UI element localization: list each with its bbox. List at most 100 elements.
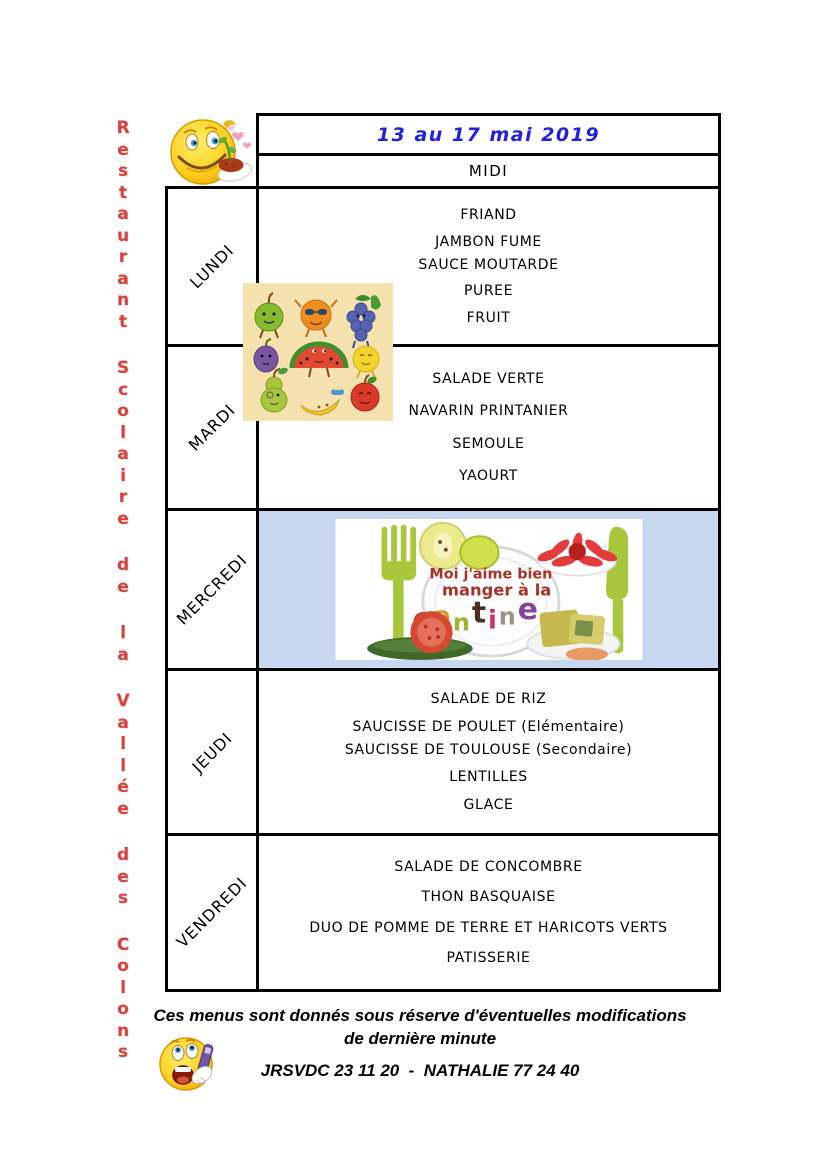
vertical-letter: l bbox=[120, 977, 126, 998]
vertical-letter: d bbox=[116, 845, 130, 865]
menu-item: SEMOULE bbox=[452, 435, 525, 452]
vertical-letter: r bbox=[118, 487, 128, 507]
vertical-letter: t bbox=[118, 311, 128, 332]
vertical-letter: c bbox=[117, 379, 129, 400]
cantine-text-line1: Moi j'aime bien bbox=[429, 566, 552, 582]
menu-course-group: SEMOULE bbox=[453, 436, 525, 452]
table-border-line bbox=[165, 508, 721, 511]
menu-course-group: DUO DE POMME DE TERRE ET HARICOTS VERTS bbox=[309, 920, 667, 936]
menu-course-group: GLACE bbox=[464, 797, 514, 813]
vertical-letter: i bbox=[120, 465, 126, 486]
vertical-letter: n bbox=[116, 290, 130, 310]
menu-item: FRIAND bbox=[460, 207, 517, 224]
menu-item: SALADE DE RIZ bbox=[430, 690, 547, 707]
menu-item: SAUCISSE DE TOULOUSE (Secondaire) bbox=[344, 741, 633, 758]
day-label: VENDREDI bbox=[172, 873, 252, 952]
cantine-letter: i bbox=[488, 605, 499, 635]
vertical-letter: a bbox=[117, 712, 129, 733]
vertical-letter: l bbox=[120, 623, 126, 643]
menu-item: LENTILLES bbox=[449, 769, 528, 786]
table-border-line bbox=[165, 186, 721, 189]
menu-item: PATISSERIE bbox=[446, 950, 531, 967]
cantine-text-line2: manger à la bbox=[442, 581, 551, 600]
menu-course-group: SALADE DE CONCOMBRE bbox=[394, 859, 582, 875]
menu-item: SALADE VERTE bbox=[432, 371, 545, 388]
vertical-letter: e bbox=[117, 798, 129, 819]
disclaimer-line1: Ces menus sont donnés sous réserve d'éve… bbox=[153, 1006, 687, 1025]
cartoon-fruits-image bbox=[243, 283, 393, 421]
table-border-line bbox=[165, 833, 721, 836]
vertical-letter: o bbox=[117, 401, 129, 421]
menu-item: YAOURT bbox=[459, 467, 518, 484]
menu-cell-jeudi: SALADE DE RIZ SAUCISSE DE POULET (Elément… bbox=[259, 671, 718, 833]
menu-item: SAUCE MOUTARDE bbox=[418, 256, 559, 273]
day-label: LUNDI bbox=[186, 240, 238, 293]
menu-course-group: NAVARIN PRINTANIER bbox=[409, 403, 569, 419]
menu-course-group: LENTILLES bbox=[449, 769, 528, 785]
vertical-letter: a bbox=[117, 268, 129, 289]
vertical-letter: o bbox=[117, 999, 129, 1019]
day-label: MARDI bbox=[184, 400, 240, 455]
table-border-line bbox=[165, 186, 168, 992]
cantine-letter: e bbox=[517, 592, 539, 627]
menu-cell-mercredi: Moi j'aime bien manger à la cantine bbox=[259, 511, 718, 668]
vertical-letter: R bbox=[116, 118, 130, 138]
vertical-letter: s bbox=[117, 161, 129, 181]
cantine-plate-image: Moi j'aime bien manger à la cantine bbox=[335, 519, 642, 660]
vertical-letter: n bbox=[116, 1020, 130, 1041]
day-cell-mercredi: MERCREDI bbox=[168, 511, 256, 668]
week-title: 13 au 17 mai 2019 bbox=[376, 123, 601, 146]
vertical-letter: l bbox=[120, 755, 126, 776]
vertical-letter: s bbox=[117, 888, 129, 908]
cantine-letter: n bbox=[498, 603, 517, 631]
vertical-letter: r bbox=[118, 247, 128, 267]
vertical-letter: e bbox=[117, 866, 129, 887]
menu-course-group: SALADE VERTE bbox=[432, 371, 544, 387]
menu-course-group: FRUIT bbox=[467, 310, 511, 326]
menu-cell-vendredi: SALADE DE CONCOMBRE THON BASQUAISE DUO DE … bbox=[259, 836, 718, 989]
vertical-letter: é bbox=[117, 777, 129, 797]
table-border-line bbox=[256, 113, 259, 992]
vertical-letter: s bbox=[117, 1042, 129, 1062]
disclaimer-line2: de dernière minute bbox=[343, 1029, 497, 1048]
vertical-letter: l bbox=[120, 422, 126, 443]
menu-item: SALADE DE CONCOMBRE bbox=[394, 858, 583, 875]
vertical-letter: C bbox=[116, 934, 130, 955]
smiley-flower-icon bbox=[167, 114, 257, 188]
menu-item: THON BASQUAISE bbox=[421, 889, 556, 906]
menu-item: GLACE bbox=[463, 797, 514, 814]
vertical-letter: l bbox=[120, 734, 126, 754]
smiley-phone-icon bbox=[158, 1032, 222, 1094]
menu-item: NAVARIN PRINTANIER bbox=[408, 403, 569, 420]
table-border-line bbox=[256, 113, 721, 116]
vertical-letter: a bbox=[117, 644, 129, 665]
midi-header: MIDI bbox=[468, 162, 509, 180]
menu-item: JAMBON FUME bbox=[435, 233, 542, 250]
vertical-letter: o bbox=[117, 956, 129, 976]
cantine-letter: n bbox=[452, 608, 471, 636]
menu-course-group: SALADE DE RIZ bbox=[431, 691, 547, 707]
menu-item: SAUCISSE DE POULET (Elémentaire) bbox=[352, 718, 625, 735]
menu-item: DUO DE POMME DE TERRE ET HARICOTS VERTS bbox=[309, 919, 668, 936]
vertical-letter: a bbox=[117, 204, 129, 224]
menu-course-group: YAOURT bbox=[459, 468, 518, 484]
vertical-letter: u bbox=[116, 225, 130, 246]
cantine-letter: t bbox=[471, 596, 487, 631]
vertical-letter: a bbox=[117, 444, 129, 464]
vertical-letter: e bbox=[117, 576, 129, 597]
table-border-line bbox=[165, 668, 721, 671]
contact-numbers: JRSVDC 23 11 20 - NATHALIE 77 24 40 bbox=[260, 1061, 580, 1080]
table-border-line bbox=[165, 344, 721, 347]
vertical-letter: V bbox=[116, 691, 130, 711]
vertical-letter: S bbox=[116, 358, 130, 378]
vertical-letter: e bbox=[117, 508, 129, 529]
